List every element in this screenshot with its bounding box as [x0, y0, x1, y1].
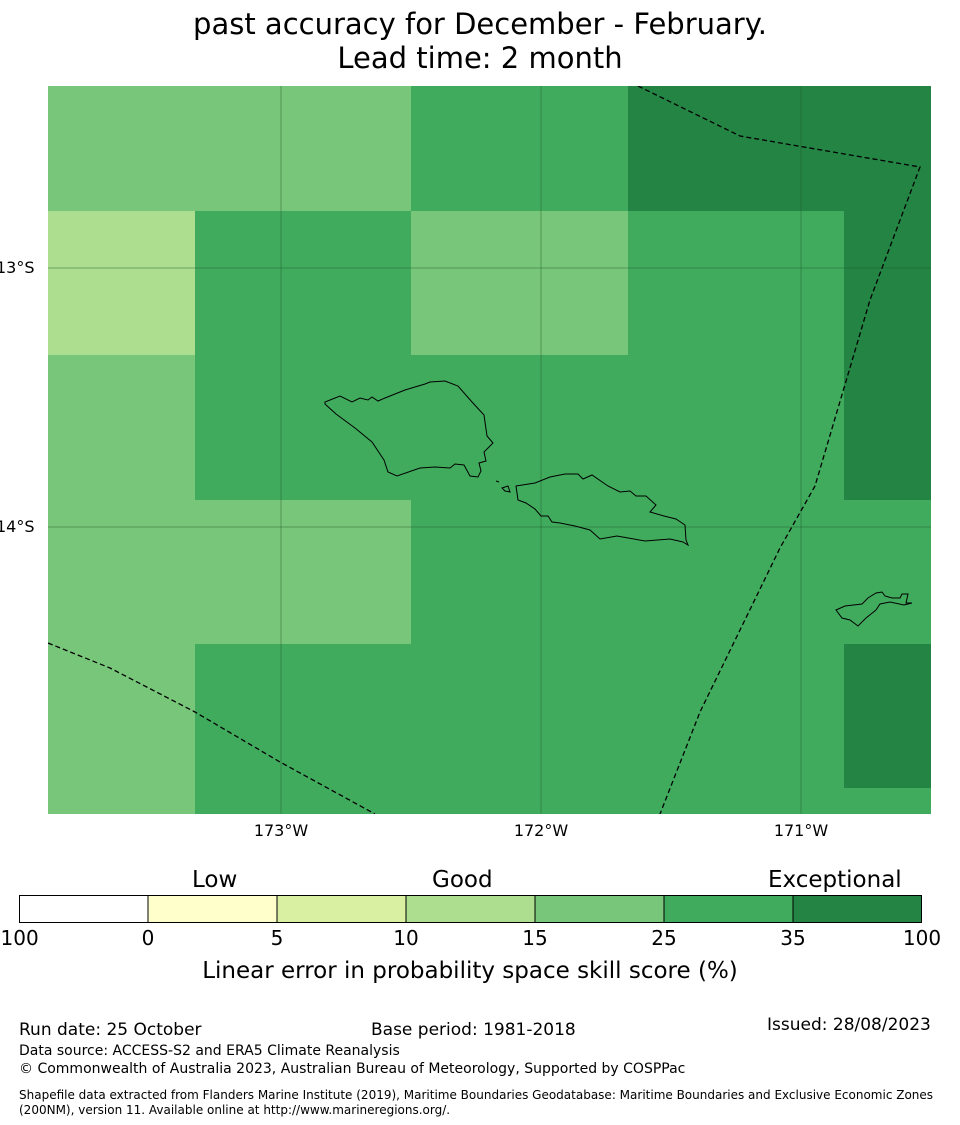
base-period: Base period: 1981-2018 — [371, 1020, 576, 1040]
grid-cell — [195, 211, 411, 500]
grid-cell — [48, 644, 195, 814]
grid-cell — [628, 86, 931, 211]
grid-cell — [48, 355, 195, 500]
colorbar — [19, 895, 922, 923]
colorbar-segment — [664, 895, 793, 923]
grid-cell — [411, 355, 628, 500]
colorbar-segment — [148, 895, 277, 923]
lon-label-172w: 172°W — [513, 821, 569, 840]
grid-cell — [48, 211, 195, 355]
copyright-notice: © Commonwealth of Australia 2023, Austra… — [19, 1061, 686, 1077]
grid-cell — [844, 211, 931, 500]
colorbar-segment — [406, 895, 535, 923]
issued-date: Issued: 28/08/2023 — [767, 1015, 931, 1035]
grid-cell — [411, 211, 628, 355]
graticule — [48, 86, 931, 814]
tutuila-island-outline — [835, 591, 913, 627]
savaii-island-outline — [324, 380, 494, 478]
map-title-line-3: Lead time: 2 month — [337, 41, 623, 75]
colorbar-segment — [535, 895, 664, 923]
colorbar-tick: 15 — [522, 926, 548, 950]
eez-boundary-north-east — [637, 86, 921, 814]
grid-cell — [195, 644, 844, 814]
data-source: Data source: ACCESS-S2 and ERA5 Climate … — [19, 1043, 400, 1059]
grid-cell — [844, 788, 931, 814]
colorbar-tick: 5 — [270, 926, 284, 950]
colorbar-title: Linear error in probability space skill … — [202, 958, 738, 984]
colorbar-frame — [19, 895, 922, 923]
colorbar-dividers — [147, 895, 794, 923]
skill-map — [48, 86, 931, 814]
colorbar-tick: 0 — [141, 926, 155, 950]
colorbar-segment — [19, 895, 148, 923]
shapefile-credit-line-2: (200NM), version 11. Available online at… — [19, 1103, 451, 1117]
colorbar-tick: 35 — [780, 926, 806, 950]
grid-cell — [48, 500, 411, 644]
manono-islet-outline — [495, 480, 500, 483]
colorbar-tick: 10 — [393, 926, 419, 950]
shapefile-credit-line-1: Shapefile data extracted from Flanders M… — [19, 1088, 934, 1102]
grid-cell — [411, 500, 931, 644]
category-label-low: Low — [192, 867, 238, 893]
map-title-line-2: past accuracy for December - February. — [193, 7, 767, 41]
lat-label-13s: 13°S — [0, 258, 35, 277]
lat-label-14s: 14°S — [0, 517, 35, 536]
lon-label-173w: 173°W — [253, 821, 309, 840]
run-date: Run date: 25 October — [19, 1020, 202, 1040]
colorbar-segment — [277, 895, 406, 923]
grid-cell — [844, 644, 931, 788]
grid-cell — [411, 86, 628, 211]
colorbar-tick: -100 — [0, 926, 39, 950]
apolima-islet-outline — [501, 485, 511, 493]
lon-label-171w: 171°W — [773, 821, 829, 840]
grid-cell — [628, 211, 844, 500]
skill-grid — [48, 86, 931, 814]
colorbar-tick: 100 — [902, 926, 942, 950]
colorbar-segment — [793, 895, 922, 923]
eez-boundaries — [48, 86, 921, 814]
grid-cell — [48, 86, 411, 211]
category-label-exceptional: Exceptional — [768, 867, 902, 893]
skill-map-figure — [19, 86, 931, 923]
category-label-good: Good — [432, 867, 493, 893]
upolu-island-outline — [515, 473, 690, 547]
eez-boundary-south-west — [48, 642, 376, 814]
coastlines — [324, 380, 913, 627]
colorbar-tick: 25 — [651, 926, 677, 950]
